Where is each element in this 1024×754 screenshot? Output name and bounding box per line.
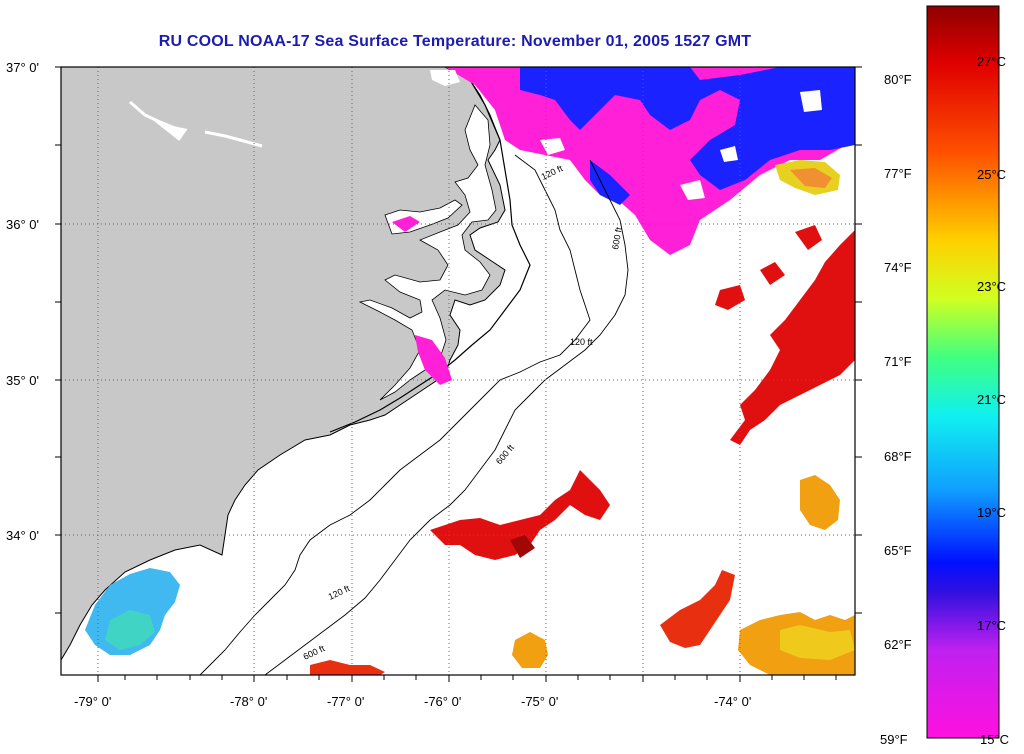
c-label-27: 27°C: [977, 54, 1006, 69]
isobath-120ft: [199, 154, 591, 675]
lon-label-77: -77° 0': [327, 694, 364, 709]
f-label-68: 68°F: [884, 449, 912, 464]
isobath-600ft: [264, 159, 629, 675]
f-label-77: 77°F: [884, 166, 912, 181]
outer-banks: [329, 79, 531, 433]
lon-label-75: -75° 0': [521, 694, 558, 709]
lat-label-34: 34° 0': [6, 528, 39, 543]
isobath-label-120-mid: 120 ft: [570, 337, 593, 347]
c-label-17: 17°C: [977, 618, 1006, 633]
northern-blue-water: [520, 67, 855, 205]
gulf-stream-warm-water: [715, 225, 855, 445]
color-bar: [926, 5, 1000, 739]
axis-ticks: [55, 66, 862, 682]
inland-river: [129, 100, 263, 148]
f-label-62: 62°F: [884, 637, 912, 652]
f-label-74: 74°F: [884, 260, 912, 275]
lon-label-74: -74° 0': [714, 694, 751, 709]
isobath-label-600-north: 600 ft: [610, 226, 624, 250]
c-label-15: 15°C: [980, 732, 1009, 747]
c-label-25: 25°C: [977, 167, 1006, 182]
f-label-80: 80°F: [884, 72, 912, 87]
orange-water-southeast: [512, 475, 855, 675]
lat-label-37: 37° 0': [6, 60, 39, 75]
f-label-71: 71°F: [884, 354, 912, 369]
grid-lines: [61, 67, 855, 675]
f-label-59: 59°F: [880, 732, 908, 747]
map-border: [60, 66, 856, 676]
c-label-19: 19°C: [977, 505, 1006, 520]
lon-label-76: -76° 0': [424, 694, 461, 709]
warm-filament-dark: [510, 535, 535, 558]
sound-cold-water: [392, 216, 452, 385]
lon-label-79: -79° 0': [74, 694, 111, 709]
warm-filament-central: [430, 470, 610, 560]
yellow-water-southeast: [780, 625, 855, 660]
lon-label-78: -78° 0': [230, 694, 267, 709]
c-label-23: 23°C: [977, 279, 1006, 294]
cool-water-patch-green: [105, 610, 155, 650]
c-label-21: 21°C: [977, 392, 1006, 407]
warm-eddy-north-orange: [790, 168, 832, 188]
f-label-65: 65°F: [884, 543, 912, 558]
lat-label-36: 36° 0': [6, 217, 39, 232]
lat-label-35: 35° 0': [6, 373, 39, 388]
map-title: RU COOL NOAA-17 Sea Surface Temperature:…: [158, 33, 752, 50]
